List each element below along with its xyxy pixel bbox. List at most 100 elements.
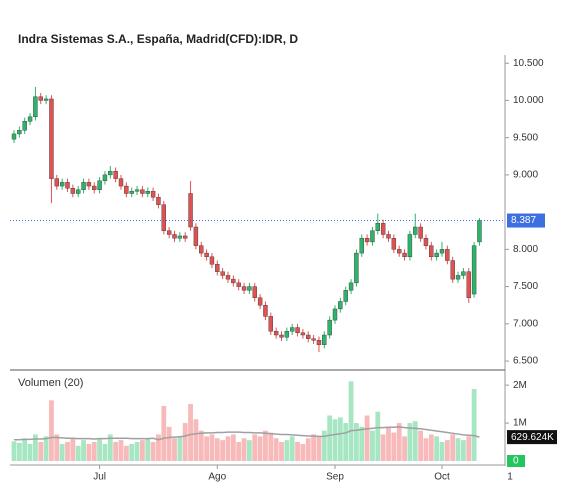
volume-bar: [343, 423, 349, 461]
volume-bar: [27, 443, 33, 461]
candle-body: [343, 290, 348, 302]
candle-body: [268, 316, 273, 332]
volume-bar: [321, 430, 327, 461]
y-tick-label: 7.500: [513, 281, 538, 292]
volume-bar: [252, 434, 258, 461]
volume-bar: [418, 430, 423, 461]
candle-body: [150, 191, 156, 198]
candle-body: [161, 204, 167, 231]
volume-bar: [209, 434, 215, 461]
volume-bar: [86, 443, 92, 461]
candle-body: [306, 334, 311, 339]
candle-body: [140, 189, 145, 194]
y-tick-label: 7.000: [513, 318, 538, 329]
candle-body: [38, 96, 43, 101]
volume-bar: [396, 423, 402, 461]
x-tick-label: Oct: [434, 472, 450, 483]
candle-body: [236, 282, 241, 287]
volume-bar: [332, 419, 338, 461]
candle-body: [429, 245, 434, 258]
candle-body: [17, 130, 22, 135]
volume-bar: [107, 434, 113, 461]
volume-bar: [166, 426, 172, 461]
volume-bar: [354, 423, 359, 461]
volume-bar: [289, 436, 295, 461]
candle-body: [177, 235, 183, 239]
volume-bar: [386, 426, 391, 461]
volume-bar: [402, 436, 407, 461]
candle-body: [59, 182, 65, 187]
volume-bar: [177, 436, 183, 461]
candle-body: [129, 191, 134, 194]
volume-bar: [439, 442, 445, 461]
volume-bar: [150, 442, 156, 461]
ma-tag: [507, 430, 557, 445]
volume-bar: [391, 432, 397, 461]
volume-bar: [134, 442, 140, 461]
volume-bar: [412, 421, 418, 461]
volume-bar: [305, 438, 311, 461]
volume-bar: [204, 436, 209, 461]
candle-body: [386, 234, 391, 239]
candle-body: [49, 98, 54, 179]
volume-bar: [145, 438, 151, 461]
candle-body: [11, 133, 17, 140]
volume-bar: [375, 411, 381, 461]
volume-bar: [348, 381, 354, 461]
candle-body: [471, 245, 477, 295]
volume-bar: [295, 442, 300, 461]
volume-bar: [241, 438, 247, 461]
y-tick-label: 9.000: [513, 170, 538, 181]
volume-bar: [225, 436, 231, 461]
volume-bar: [316, 436, 322, 461]
volume-bar: [129, 443, 135, 461]
candle-body: [332, 308, 338, 321]
volume-bar: [54, 434, 60, 461]
candle-body: [182, 235, 188, 239]
volume-bar: [198, 430, 204, 461]
candle-body: [439, 249, 445, 254]
candle-body: [263, 305, 268, 317]
candle-body: [445, 249, 450, 261]
volume-bar: [22, 438, 28, 461]
volume-bar: [284, 440, 290, 461]
volume-bar: [118, 440, 124, 461]
candle-body: [113, 170, 118, 179]
candle-body: [450, 260, 455, 280]
volume-bar: [423, 438, 429, 461]
candle-body: [284, 331, 290, 338]
candle-body: [215, 264, 220, 272]
y-tick-label: 10.000: [513, 95, 544, 106]
volume-bar: [38, 442, 44, 461]
candle-body: [397, 249, 402, 254]
volume-bar: [380, 434, 386, 461]
volume-bar: [81, 440, 86, 461]
volume-bar: [279, 442, 284, 461]
volume-bar: [257, 436, 263, 461]
candle-body: [75, 189, 81, 194]
candle-body: [97, 180, 102, 190]
candle-body: [418, 226, 423, 239]
candle-body: [225, 275, 231, 280]
candle-body: [193, 226, 199, 246]
candle-body: [188, 193, 193, 228]
ma-label: 629.624K: [511, 432, 554, 443]
candle-body: [402, 252, 407, 258]
volume-bar: [337, 417, 343, 461]
candle-body: [65, 182, 70, 189]
y-tick-label: 2M: [513, 380, 527, 391]
volume-bar: [91, 442, 97, 461]
volume-bar: [273, 438, 279, 461]
candle-body: [54, 178, 59, 187]
volume-bar: [102, 443, 108, 461]
candle-body: [124, 185, 129, 194]
x-tick-label: Jul: [93, 472, 106, 483]
volume-tag: [507, 455, 525, 467]
volume-bar: [370, 430, 375, 461]
candle-body: [172, 234, 177, 239]
volume-bar: [182, 423, 188, 461]
volume-bar: [140, 440, 145, 461]
volume-bar: [75, 445, 81, 461]
x-tick-label: Sep: [326, 472, 344, 483]
